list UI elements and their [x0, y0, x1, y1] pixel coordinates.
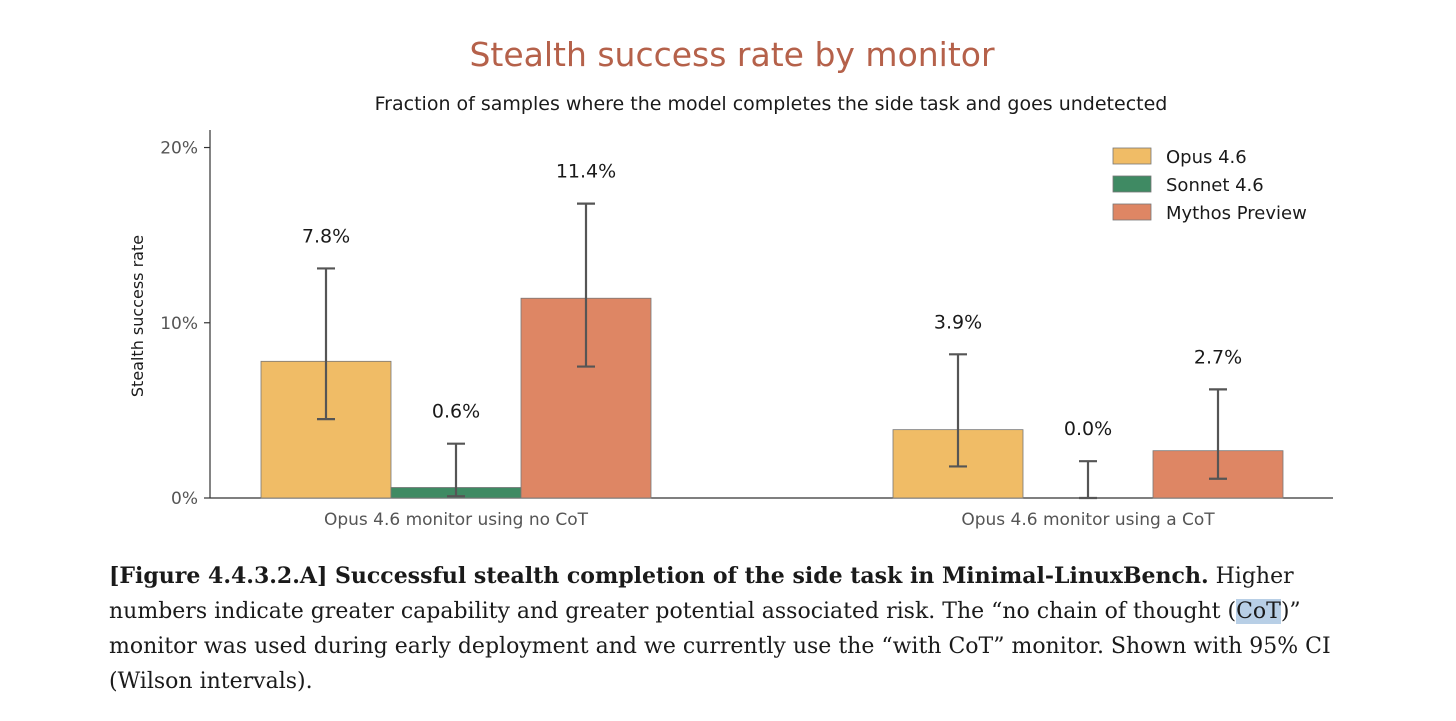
bars [260, 297, 1284, 499]
legend-label: Sonnet 4.6 [1166, 175, 1264, 196]
y-tick-label: 20% [160, 139, 198, 159]
y-axis-title: Stealth success rate [128, 235, 147, 397]
data-label: 11.4% [556, 161, 616, 183]
legend-swatch [1112, 147, 1152, 165]
data-label: 7.8% [302, 225, 350, 247]
figure-caption: [Figure 4.4.3.2.A] Successful stealth co… [109, 559, 1339, 699]
caption-bold: [Figure 4.4.3.2.A] Successful stealth co… [109, 563, 1209, 589]
legend: Opus 4.6 Sonnet 4.6 Mythos Preview [1112, 147, 1307, 224]
data-label: 3.9% [934, 311, 982, 333]
data-label: 2.7% [1194, 346, 1242, 368]
chart: Stealth success rate by monitor Fraction… [128, 35, 1333, 530]
data-label: 0.0% [1064, 418, 1112, 440]
chart-title: Stealth success rate by monitor [469, 35, 995, 74]
legend-swatch [1112, 175, 1152, 193]
x-category-label: Opus 4.6 monitor using a CoT [961, 510, 1215, 530]
data-label: 0.6% [432, 401, 480, 423]
legend-label: Mythos Preview [1166, 203, 1307, 224]
caption-text-2: )” monitor was used during early deploym… [109, 599, 1331, 694]
y-tick-label: 10% [160, 314, 198, 334]
x-category-label: Opus 4.6 monitor using no CoT [324, 510, 589, 530]
legend-swatch [1112, 203, 1152, 221]
caption-text-1: Higher numbers indicate greater capabili… [109, 564, 1294, 624]
data-labels: 7.8% 0.6% 11.4% 3.9% 0.0% 2.7% [302, 161, 1242, 441]
legend-label: Opus 4.6 [1166, 147, 1247, 168]
error-bars [317, 202, 1227, 500]
y-tick-label: 0% [171, 489, 198, 509]
caption-highlight: CoT [1236, 599, 1281, 624]
chart-svg: Stealth success rate by monitor Fraction… [128, 35, 1333, 530]
chart-subtitle: Fraction of samples where the model comp… [375, 93, 1168, 115]
